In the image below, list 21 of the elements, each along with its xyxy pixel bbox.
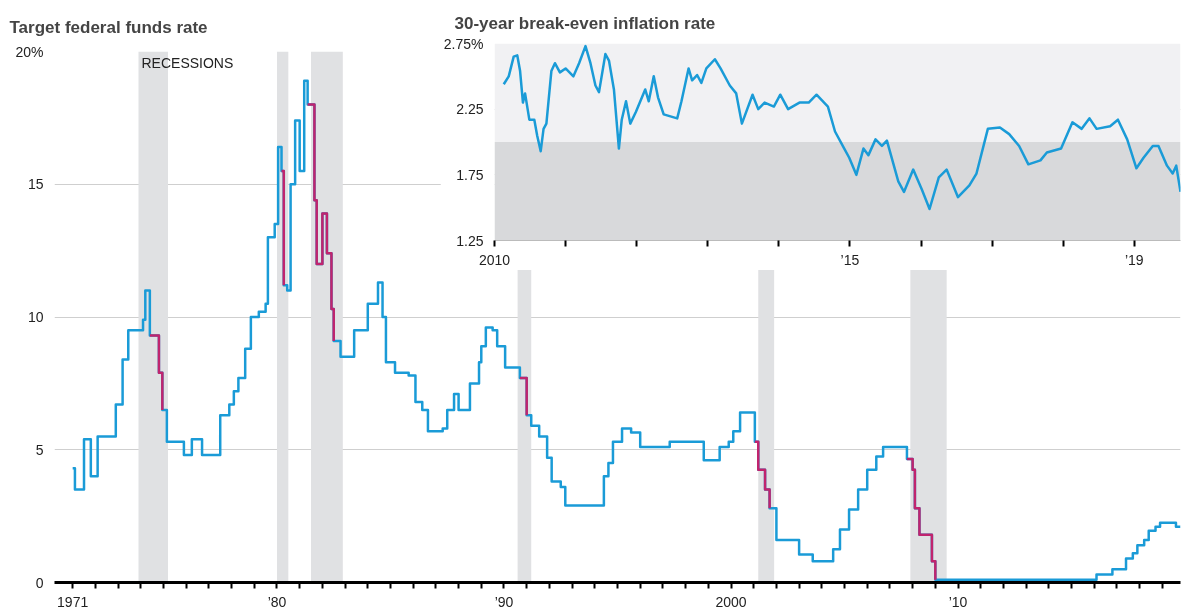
y-tick-label: 20% [15,43,44,60]
y-tick-label: 1.25 [456,232,484,249]
chart-title: Target federal funds rate [9,17,208,37]
x-tick-label: ’19 [1124,251,1144,268]
y-tick-label: 15 [27,176,44,193]
y-tick-label: 2.75% [443,35,484,52]
y-tick-label: 10 [27,309,44,325]
x-tick-label: 2000 [715,593,747,610]
x-tick-label: ’15 [840,251,860,268]
chart-title: 30-year break-even inflation rate [454,13,716,33]
band-label: RECESSIONS [141,54,234,71]
y-tick-label: 2.25 [456,101,484,118]
y-tick-label: 0 [35,574,44,591]
x-tick-label: ’80 [267,593,287,610]
x-tick-label: 2010 [478,251,511,268]
line-series [502,44,1181,211]
y-tick-label: 1.75 [456,166,484,183]
y-tick-label: 5 [35,441,44,458]
x-tick-label: ’10 [948,593,968,610]
x-tick-label: ’90 [494,593,514,610]
x-tick-label: 1971 [57,593,89,610]
